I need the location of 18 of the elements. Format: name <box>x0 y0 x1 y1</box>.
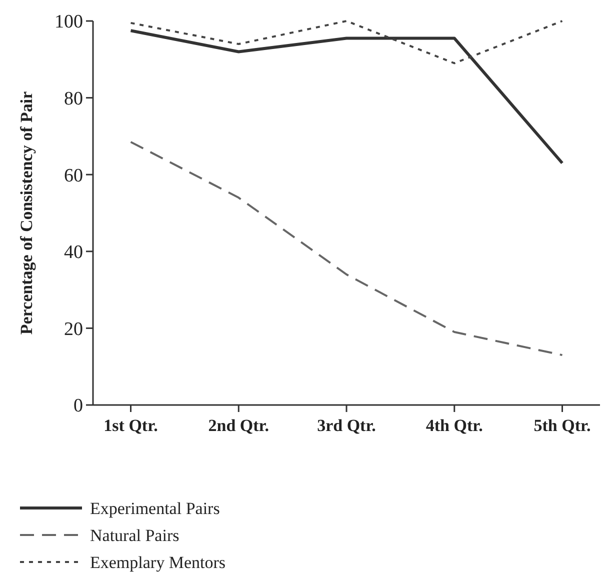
y-tick-label: 60 <box>64 165 83 186</box>
y-tick-label: 20 <box>64 318 83 340</box>
line-series <box>129 29 564 165</box>
x-tick-label: 3rd Qtr. <box>317 416 376 435</box>
y-tick-label: 80 <box>64 88 83 110</box>
y-tick-label: 100 <box>54 12 83 33</box>
x-tick-label: 2nd Qtr. <box>208 416 270 435</box>
x-tick-label: 4th Qtr. <box>426 416 483 435</box>
line-series <box>130 20 564 64</box>
y-axis-title: Percentage of Consistency of Pair <box>17 90 36 335</box>
legend-label: Natural Pairs <box>90 526 180 545</box>
y-tick-label: 40 <box>64 242 83 264</box>
line-series <box>130 140 564 356</box>
x-tick-label: 5th Qtr. <box>534 416 591 435</box>
legend-label: Experimental Pairs <box>90 498 220 518</box>
legend-label: Exemplary Mentors <box>90 552 226 572</box>
x-tick-label: 1st Qtr. <box>104 416 158 435</box>
y-tick-label: 0 <box>74 396 83 417</box>
